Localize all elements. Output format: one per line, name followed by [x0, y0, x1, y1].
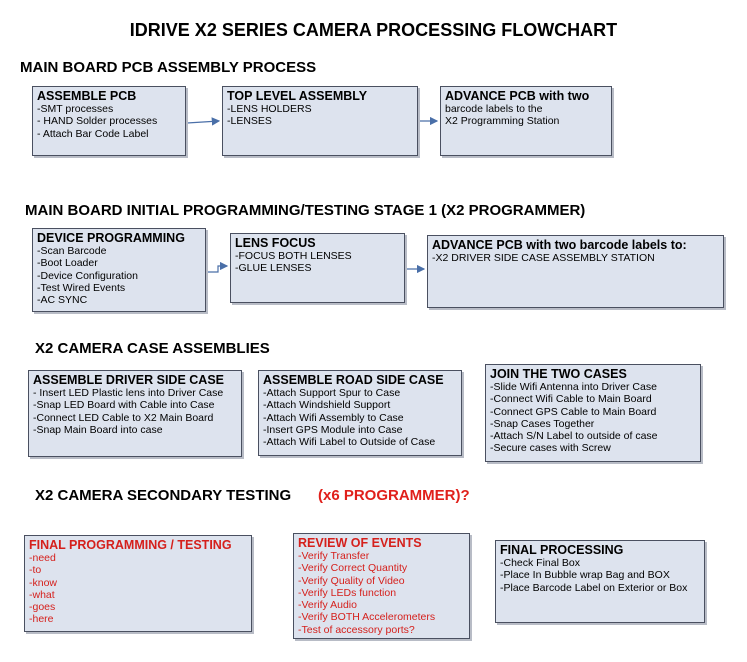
section-heading-note: (x6 PROGRAMMER)? — [318, 487, 470, 504]
box-line: -LENS HOLDERS — [227, 103, 312, 115]
arrow — [207, 261, 229, 273]
box-line: -Attach S/N Label to outside of case — [490, 430, 658, 443]
box-line: -what — [29, 588, 55, 601]
box-line: X2 Programming Station — [445, 115, 560, 128]
box-title: FINAL PROCESSING — [500, 543, 624, 557]
box-line: -here — [29, 613, 54, 626]
box-line: -X2 DRIVER SIDE CASE ASSEMBLY STATION — [432, 252, 655, 264]
process-box: LENS FOCUS -FOCUS BOTH LENSES -GLUE LENSES — [230, 233, 405, 303]
box-title: ASSEMBLE PCB — [37, 89, 137, 103]
box-title: JOIN THE TWO CASES — [490, 367, 627, 381]
box-line: -Attach Support Spur to Case — [263, 387, 401, 399]
box-line: -Check Final Box — [500, 557, 580, 569]
box-line: -Test of accessory ports? — [298, 623, 415, 636]
box-line: -Test Wired Events — [37, 281, 126, 294]
box-line: -Secure cases with Screw — [490, 442, 611, 455]
box-title: ASSEMBLE DRIVER SIDE CASE — [33, 373, 225, 387]
box-line: - Attach Bar Code Label — [37, 127, 149, 140]
process-box: FINAL PROCESSING -Check Final Box -Place … — [495, 540, 705, 623]
box-title: ADVANCE PCB with two barcode labels to: — [432, 238, 687, 252]
process-box: TOP LEVEL ASSEMBLY -LENS HOLDERS -LENSES — [222, 86, 418, 156]
box-title: DEVICE PROGRAMMING — [37, 231, 185, 245]
box-line: -GLUE LENSES — [235, 262, 312, 275]
box-line: -Attach Windshield Support — [263, 399, 391, 412]
box-line: -LENSES — [227, 115, 272, 128]
box-title: LENS FOCUS — [235, 236, 316, 250]
box-line: -Place In Bubble wrap Bag and BOX — [500, 569, 670, 582]
process-box: ADVANCE PCB with two barcode labels to: -… — [427, 235, 724, 308]
box-line: -Verify Audio — [298, 599, 357, 612]
box-line: -to — [29, 564, 42, 577]
box-line: -Boot Loader — [37, 257, 98, 270]
page-title: IDRIVE X2 SERIES CAMERA PROCESSING FLOWC… — [129, 20, 618, 40]
process-box: ADVANCE PCB with two barcode labels to th… — [440, 86, 612, 156]
box-line: - HAND Solder processes — [37, 115, 158, 128]
box-line: -Connect GPS Cable to Main Board — [490, 405, 657, 418]
box-line: -need — [29, 552, 56, 564]
process-box: JOIN THE TWO CASES -Slide Wifi Antenna in… — [485, 364, 701, 462]
box-line: -Insert GPS Module into Case — [263, 423, 403, 436]
box-line: -Verify Transfer — [298, 550, 370, 562]
box-line: -Connect LED Cable to X2 Main Board — [33, 411, 214, 424]
box-line: -Connect Wifi Cable to Main Board — [490, 393, 652, 406]
section-heading: MAIN BOARD PCB ASSEMBLY PROCESS — [20, 59, 317, 76]
box-line: -Verify Quality of Video — [298, 574, 405, 587]
process-box: REVIEW OF EVENTS -Verify Transfer -Verify … — [293, 533, 470, 639]
box-line: barcode labels to the — [445, 103, 543, 115]
box-line: -FOCUS BOTH LENSES — [235, 250, 352, 262]
section-heading: MAIN BOARD INITIAL PROGRAMMING/TESTING S… — [25, 202, 586, 219]
box-title: TOP LEVEL ASSEMBLY — [227, 89, 368, 103]
box-line: -Verify BOTH Accelerometers — [298, 611, 436, 624]
box-line: -Verify LEDs function — [298, 586, 397, 599]
box-line: -Slide Wifi Antenna into Driver Case — [490, 381, 657, 393]
box-title: REVIEW OF EVENTS — [298, 536, 422, 550]
box-title: ASSEMBLE ROAD SIDE CASE — [263, 373, 444, 387]
process-box: DEVICE PROGRAMMING -Scan Barcode -Boot Loa… — [32, 228, 206, 312]
box-title: FINAL PROGRAMMING / TESTING — [29, 538, 232, 552]
box-line: -Snap Main Board into case — [33, 423, 163, 436]
process-box: FINAL PROGRAMMING / TESTING -need -to -know… — [24, 535, 252, 632]
box-line: -goes — [29, 601, 56, 614]
section-heading: X2 CAMERA SECONDARY TESTING — [35, 487, 292, 504]
box-line: - Insert LED Plastic lens into Driver Ca… — [33, 387, 224, 399]
process-box: ASSEMBLE ROAD SIDE CASE -Attach Support S… — [258, 370, 462, 456]
box-line: -Snap Cases Together — [490, 417, 595, 430]
box-line: -Scan Barcode — [37, 245, 107, 257]
box-line: -Verify Correct Quantity — [298, 562, 408, 575]
box-line: -Place Barcode Label on Exterior or Box — [500, 581, 688, 594]
box-line: -Attach Wifi Label to Outside of Case — [263, 436, 436, 449]
section-heading: X2 CAMERA CASE ASSEMBLIES — [35, 340, 270, 357]
box-title: ADVANCE PCB with two — [445, 89, 590, 103]
box-line: -AC SYNC — [37, 294, 88, 307]
box-line: -SMT processes — [37, 103, 114, 115]
box-line: -know — [29, 576, 58, 589]
process-box: ASSEMBLE DRIVER SIDE CASE - Insert LED P… — [28, 370, 242, 457]
process-box: ASSEMBLE PCB -SMT processes - HAND Solder … — [32, 86, 186, 156]
box-line: -Snap LED Board with Cable into Case — [33, 399, 215, 412]
box-line: -Device Configuration — [37, 269, 138, 282]
arrow — [186, 117, 221, 126]
box-line: -Attach Wifi Assembly to Case — [263, 411, 404, 424]
